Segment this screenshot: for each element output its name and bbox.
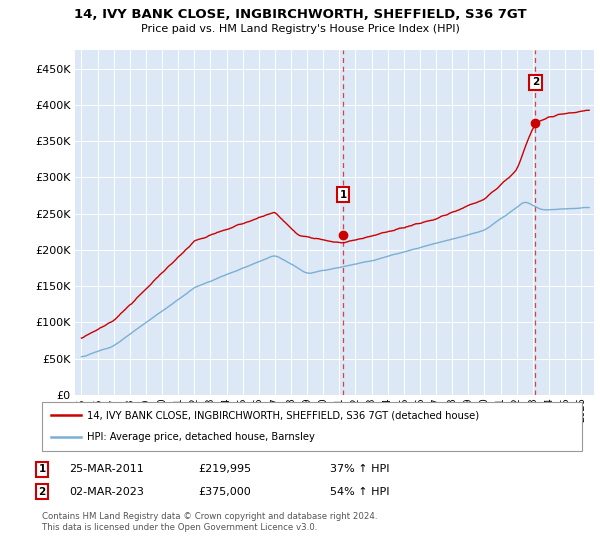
Text: HPI: Average price, detached house, Barnsley: HPI: Average price, detached house, Barn… xyxy=(87,432,315,442)
Text: 1: 1 xyxy=(340,190,347,200)
Text: £375,000: £375,000 xyxy=(198,487,251,497)
Text: 1: 1 xyxy=(38,464,46,474)
Text: 2: 2 xyxy=(38,487,46,497)
Text: 2: 2 xyxy=(532,77,539,87)
Text: 37% ↑ HPI: 37% ↑ HPI xyxy=(330,464,389,474)
Text: 25-MAR-2011: 25-MAR-2011 xyxy=(69,464,144,474)
Text: 02-MAR-2023: 02-MAR-2023 xyxy=(69,487,144,497)
Text: £219,995: £219,995 xyxy=(198,464,251,474)
Text: Price paid vs. HM Land Registry's House Price Index (HPI): Price paid vs. HM Land Registry's House … xyxy=(140,24,460,34)
Text: 54% ↑ HPI: 54% ↑ HPI xyxy=(330,487,389,497)
Text: 14, IVY BANK CLOSE, INGBIRCHWORTH, SHEFFIELD, S36 7GT: 14, IVY BANK CLOSE, INGBIRCHWORTH, SHEFF… xyxy=(74,8,526,21)
Text: 14, IVY BANK CLOSE, INGBIRCHWORTH, SHEFFIELD, S36 7GT (detached house): 14, IVY BANK CLOSE, INGBIRCHWORTH, SHEFF… xyxy=(87,410,479,421)
Text: Contains HM Land Registry data © Crown copyright and database right 2024.
This d: Contains HM Land Registry data © Crown c… xyxy=(42,512,377,532)
